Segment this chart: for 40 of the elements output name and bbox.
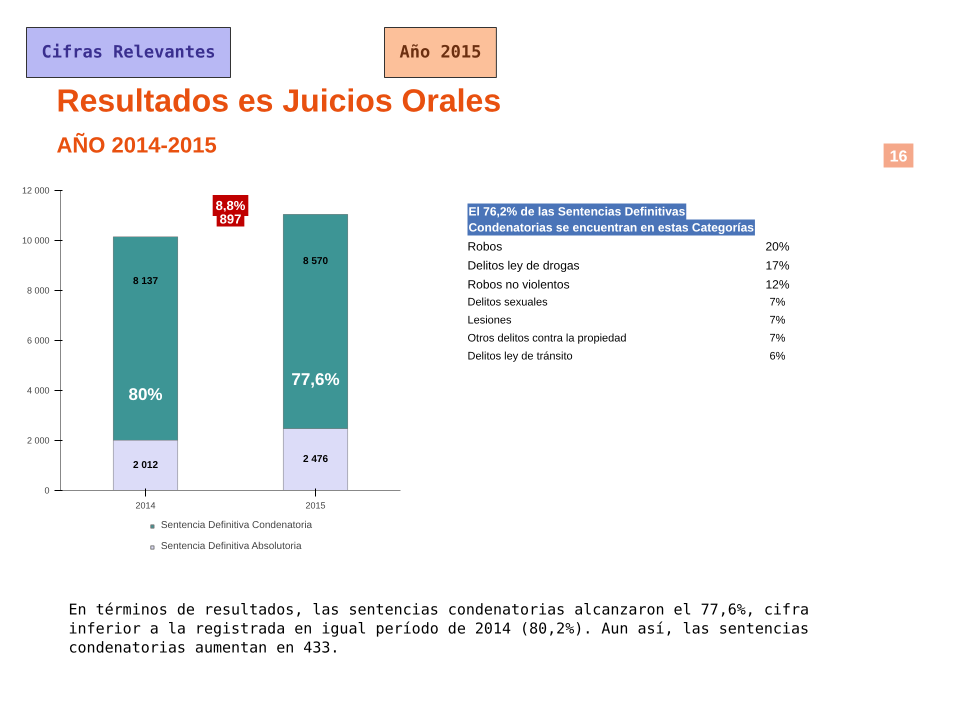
text: 16 [890, 148, 908, 166]
data-label: 8 137 [132, 276, 158, 288]
text: Delitos ley de tránsito [468, 350, 573, 362]
text: Delitos ley de drogas [468, 258, 580, 272]
text: Robos [468, 240, 502, 254]
data-label: 2 012 [132, 460, 158, 471]
data-label: 8 570 [302, 256, 328, 267]
text: El 76,2% de las Sentencias Definitivas Condenatorias se encuentran en estas Categorías [468, 204, 754, 234]
text: 7% [770, 314, 786, 326]
text: Otros delitos contra la propiedad [468, 332, 626, 344]
data-label: 2 476 [302, 454, 328, 466]
y-tick-label: 12 000 [22, 186, 50, 196]
y-tick-label: 10 000 [22, 236, 50, 246]
text: 17% [765, 258, 790, 272]
annotation: 897 [220, 212, 242, 226]
text: Cifras Relevantes [42, 42, 216, 62]
annotation: 77,6% [291, 370, 340, 389]
y-tick-label: 4 000 [26, 386, 50, 396]
chart-subtitle: AÑO 2014-2015 [56, 132, 217, 158]
text: Robos no violentos [468, 278, 570, 292]
text: 12% [765, 278, 790, 292]
text: Delitos sexuales [468, 296, 548, 308]
text: 7% [770, 332, 786, 344]
y-tick-label: 2 000 [26, 436, 50, 446]
text: 6% [770, 350, 786, 362]
x-tick-label: 2015 [305, 500, 326, 510]
y-tick-label: 6 000 [26, 336, 50, 346]
y-tick-label: 0 [44, 486, 50, 496]
annotation: 8,8% [216, 198, 246, 213]
chart-title: Resultados es Juicios Orales [56, 82, 502, 118]
text: 20% [765, 240, 790, 254]
x-tick-label: 2014 [135, 500, 156, 510]
legend-label: Sentencia Definitiva Absolutoria [160, 541, 302, 552]
text: En términos de resultados, las sentencias condenatorias alcanzaron el 77,6%, cifra inferior a la registrada en igual período de 2014 (80,2%). Aun así, las sentencias condenatorias aumentan en 433. [68, 600, 810, 656]
legend-label: Sentencia Definitiva Condenatoria [160, 520, 312, 531]
text: 7% [770, 296, 786, 308]
text: Año 2015 [400, 42, 482, 62]
y-tick-label: 8 000 [26, 286, 50, 296]
annotation: 80% [128, 385, 163, 404]
text: Lesiones [468, 314, 512, 326]
